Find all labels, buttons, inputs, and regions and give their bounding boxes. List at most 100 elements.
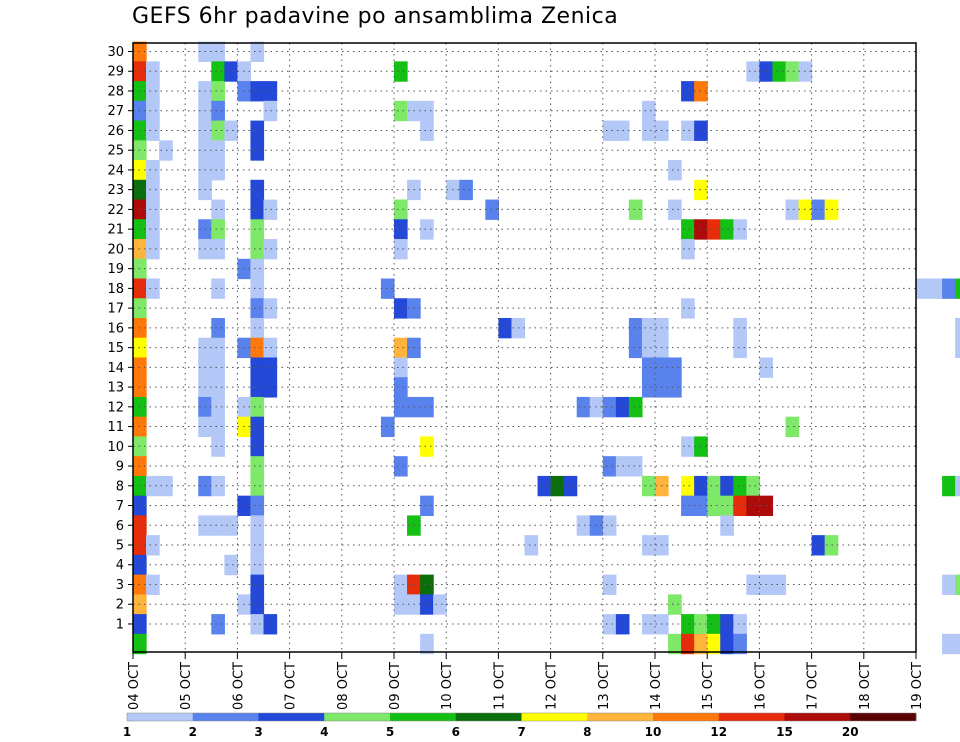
heatmap-cell [146, 61, 160, 82]
heatmap-cell [380, 278, 395, 299]
chart-title: GEFS 6hr padavine po ansamblima Zenica [132, 4, 619, 29]
heatmap-cell [224, 515, 238, 536]
heatmap-cell [250, 554, 265, 576]
colorbar-segment [587, 713, 654, 721]
heatmap-cell [955, 337, 960, 359]
heatmap-cell [159, 140, 173, 161]
heatmap-cell [628, 337, 643, 359]
y-tick-label: 12 [107, 400, 124, 415]
heatmap-cell [720, 633, 734, 655]
heatmap-cell [681, 120, 695, 141]
heatmap-cell [641, 100, 656, 122]
heatmap-cell [746, 574, 760, 595]
heatmap-cell [394, 456, 408, 477]
heatmap-cell [628, 317, 643, 339]
colorbar-segment [324, 713, 391, 721]
heatmap-cell [380, 416, 395, 438]
heatmap-cell [250, 594, 265, 615]
heatmap-cell [250, 298, 265, 319]
heatmap-cell [146, 535, 160, 556]
x-tick-label: 15 OCT [701, 662, 716, 710]
heatmap-cell [420, 594, 434, 615]
heatmap-cell [681, 633, 695, 655]
heatmap-cell [602, 396, 617, 418]
heatmap-cell [641, 614, 656, 635]
heatmap-cell [394, 357, 408, 378]
heatmap-cell [250, 317, 265, 339]
heatmap-cell [159, 475, 173, 497]
heatmap-cell [146, 160, 160, 181]
heatmap-cell [250, 120, 265, 141]
heatmap-cell [263, 81, 278, 102]
heatmap-cell [146, 199, 160, 220]
heatmap-cell [211, 416, 225, 438]
heatmap-cell [250, 357, 265, 378]
heatmap-cell [146, 475, 160, 497]
heatmap-cell [263, 357, 278, 378]
y-tick-label: 17 [107, 302, 124, 317]
heatmap-cell [146, 100, 160, 122]
heatmap-cell [263, 614, 278, 635]
colorbar-legend: 1 2 3 4 5 6 7 8 10 12 15 20 [123, 712, 917, 739]
heatmap-cell [224, 554, 238, 576]
heatmap-cell [785, 61, 800, 82]
heatmap-cell [394, 337, 408, 359]
heatmap-cell [628, 396, 643, 418]
y-tick-label: 13 [107, 381, 124, 396]
heatmap-cell [250, 81, 265, 102]
heatmap-cell [394, 239, 408, 260]
heatmap-cell [668, 377, 682, 398]
heatmap-cell [263, 100, 278, 122]
colorbar-label: 20 [842, 725, 859, 739]
heatmap-cell [955, 475, 960, 497]
heatmap-cell [250, 258, 265, 280]
heatmap-cell [211, 278, 225, 299]
heatmap-cell [250, 239, 265, 260]
y-tick-label: 7 [116, 499, 124, 514]
y-tick-label: 20 [107, 242, 124, 257]
heatmap-cell [394, 377, 408, 398]
heatmap-cell [733, 495, 747, 516]
heatmap-cell [955, 574, 960, 595]
colorbar-frame [126, 712, 917, 722]
y-tick-label: 14 [107, 361, 124, 376]
heatmap-cell [250, 475, 265, 497]
colorbar-segment [718, 713, 785, 721]
x-axis: 04 OCT 05 OCT 06 OCT 07 OCT 08 OCT 09 OCT 10 O… [127, 652, 925, 710]
heatmap-cell [681, 298, 695, 319]
y-tick-label: 24 [107, 163, 124, 178]
y-tick-label: 19 [107, 262, 124, 277]
y-tick-label: 23 [107, 183, 124, 198]
y-tick-label: 4 [116, 558, 124, 573]
heatmap-cell [250, 436, 265, 457]
heatmap-cell [420, 633, 434, 655]
heatmap-cell [733, 219, 747, 240]
heatmap-cell [394, 100, 408, 122]
heatmap-cell [668, 160, 682, 181]
heatmap-cell [785, 199, 800, 220]
heatmap-cell [224, 61, 238, 82]
colorbar-label: 6 [452, 725, 460, 739]
heatmap-cell [824, 199, 839, 220]
heatmap-cell [942, 475, 956, 497]
heatmap-cell [641, 535, 656, 556]
heatmap-cell [589, 515, 604, 536]
heatmap-cell [681, 239, 695, 260]
heatmap-cell [641, 475, 656, 497]
heatmap-cell [250, 41, 265, 62]
heatmap-cell [641, 377, 656, 398]
x-tick-label: 08 OCT [336, 662, 351, 710]
heatmap-cell [942, 278, 956, 299]
heatmap-cell [628, 456, 643, 477]
heatmap-cell [707, 614, 721, 635]
heatmap-cell [811, 535, 826, 556]
heatmap-cell [955, 317, 960, 339]
heatmap-cell [668, 633, 682, 655]
heatmap-cell [707, 475, 721, 497]
y-tick-label: 3 [116, 578, 124, 593]
heatmap-cell [668, 357, 682, 378]
colorbar-label: 4 [320, 725, 328, 739]
heatmap-cell [211, 337, 225, 359]
heatmap-cell [420, 574, 434, 595]
y-tick-label: 6 [116, 519, 124, 534]
